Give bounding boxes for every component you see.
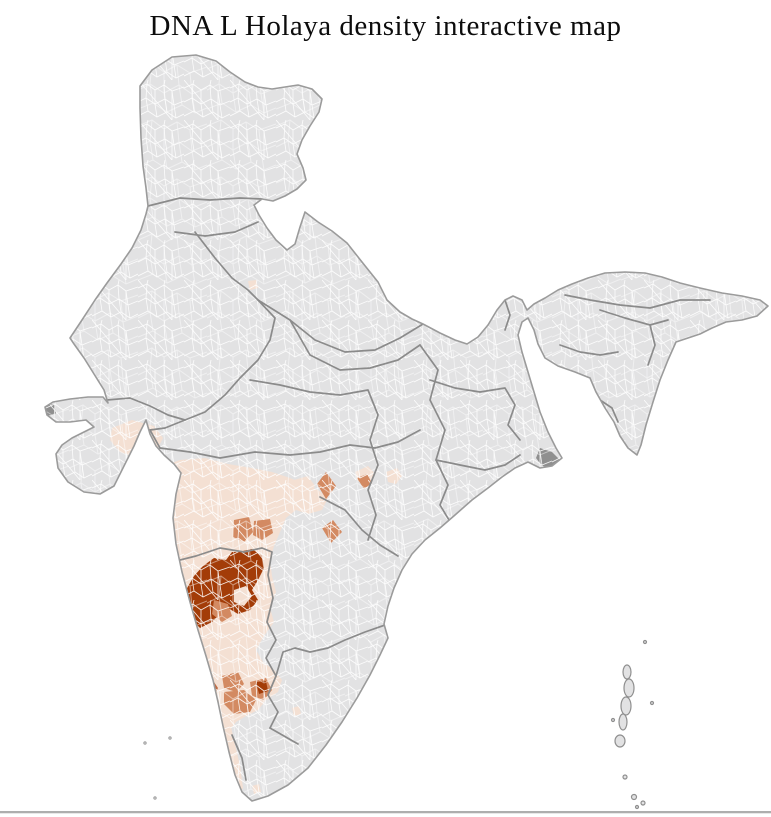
window-bottom-edge	[0, 811, 771, 813]
andaman-nicobar-islands	[610, 639, 655, 810]
state-borders	[106, 197, 711, 781]
page-title: DNA L Holaya density interactive map	[149, 10, 622, 42]
region-gujarat-low-2[interactable]	[120, 470, 148, 490]
india-coast-outline	[44, 54, 769, 802]
window-bottom-edge-highlight	[0, 813, 771, 814]
lakshadweep-islands	[143, 736, 172, 800]
